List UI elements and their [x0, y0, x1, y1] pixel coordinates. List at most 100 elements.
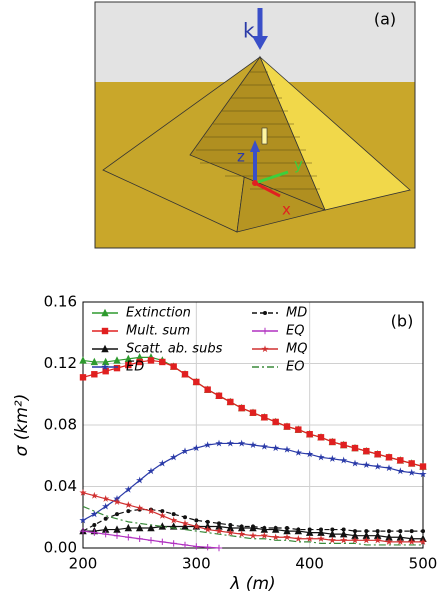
marker: [215, 392, 223, 399]
series: [81, 507, 425, 534]
marker: [226, 528, 234, 536]
marker: [125, 534, 132, 541]
chamber: [261, 127, 268, 145]
marker: [170, 453, 178, 461]
marker: [285, 526, 289, 531]
marker: [215, 527, 223, 535]
marker: [251, 524, 255, 529]
marker: [102, 495, 110, 502]
y-label: y: [294, 156, 303, 174]
x-tick-label: 200: [69, 555, 98, 573]
legend-label: Extinction: [126, 306, 191, 321]
marker: [398, 529, 403, 534]
marker: [374, 536, 382, 544]
marker: [192, 444, 200, 452]
marker: [124, 354, 133, 363]
marker: [79, 527, 87, 535]
marker: [135, 523, 144, 532]
marker: [283, 423, 291, 430]
marker: [353, 529, 357, 534]
marker: [147, 507, 155, 515]
marker: [272, 444, 280, 452]
marker: [409, 529, 414, 534]
marker: [364, 529, 369, 534]
marker: [226, 523, 235, 532]
marker: [375, 529, 380, 534]
legend-entry: MD: [252, 306, 307, 321]
x-label: x: [282, 201, 291, 219]
x-axis-label: λ (m): [229, 574, 275, 594]
z-head: [250, 140, 260, 152]
marker: [260, 531, 268, 539]
y-axis: [254, 170, 289, 185]
marker: [181, 522, 189, 530]
marker: [101, 363, 109, 371]
marker: [249, 441, 257, 449]
marker: [147, 357, 155, 364]
marker: [101, 327, 109, 335]
marker: [101, 308, 109, 317]
panel-b: 0.00 0.04 0.08 0.12 0.16 200 300 400 500 λ (m) σ (…: [12, 293, 437, 595]
marker: [387, 529, 391, 534]
marker: [79, 356, 87, 364]
panel-b-label: (b): [391, 312, 414, 331]
marker: [238, 404, 245, 412]
marker: [306, 534, 314, 542]
marker: [171, 512, 176, 517]
legend-entry: EQ: [252, 324, 304, 339]
series: [79, 357, 427, 470]
series: [79, 439, 427, 524]
marker: [204, 386, 211, 393]
marker: [362, 531, 371, 539]
marker: [419, 538, 427, 545]
marker: [363, 447, 370, 455]
k-label: k: [243, 19, 255, 43]
marker: [296, 527, 301, 532]
marker: [215, 544, 223, 552]
marker: [115, 512, 119, 517]
marker: [204, 544, 211, 551]
marker: [101, 344, 109, 353]
x-tick-label: 500: [409, 555, 438, 573]
marker: [385, 454, 393, 461]
marker: [91, 529, 98, 536]
y-tick-label: 0.00: [44, 539, 77, 557]
marker: [90, 491, 98, 499]
marker: [396, 538, 404, 545]
y-tick-label: 0.16: [44, 293, 77, 311]
marker: [102, 502, 110, 510]
marker: [272, 418, 279, 426]
marker: [181, 519, 189, 527]
marker: [90, 510, 98, 518]
marker: [330, 527, 335, 532]
marker: [136, 476, 144, 484]
legend-entry: Mult. sum: [92, 324, 190, 339]
marker: [215, 439, 223, 447]
legend-entry: MQ: [252, 342, 307, 357]
marker: [147, 467, 155, 475]
marker: [181, 447, 189, 455]
marker: [317, 453, 325, 461]
marker: [385, 533, 393, 541]
panel-a-label: (a): [374, 10, 396, 29]
marker: [340, 441, 347, 449]
legend-label: MD: [286, 306, 307, 321]
marker: [113, 364, 121, 372]
marker: [204, 525, 212, 533]
marker: [283, 533, 291, 541]
marker: [341, 527, 346, 532]
marker: [136, 504, 144, 512]
marker: [126, 509, 131, 514]
marker: [124, 523, 133, 532]
marker: [136, 358, 143, 366]
marker: [408, 538, 416, 545]
marker: [159, 538, 166, 546]
marker: [170, 516, 178, 524]
marker: [328, 455, 336, 462]
marker: [113, 525, 121, 533]
k-arrow-head: [252, 36, 268, 50]
marker: [262, 526, 267, 531]
marker: [204, 441, 212, 449]
x-axis: [254, 181, 281, 198]
legend-entry: Extinction: [92, 306, 191, 321]
